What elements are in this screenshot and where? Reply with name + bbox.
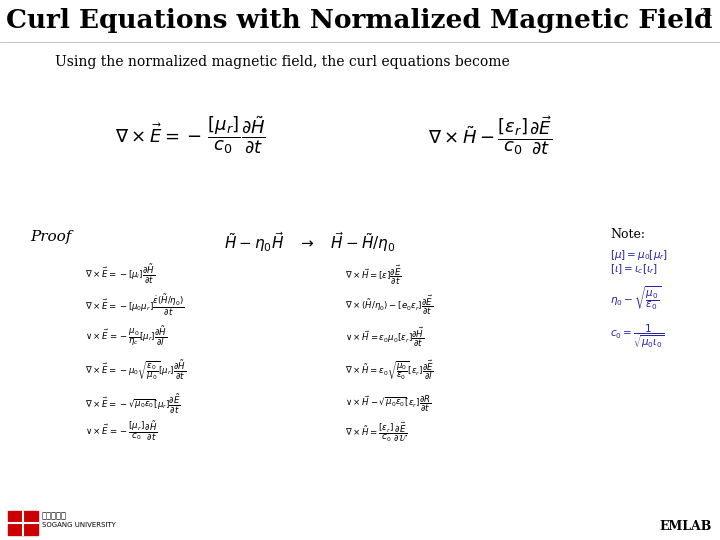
Text: 서강대학교: 서강대학교	[42, 511, 67, 520]
Text: EMLAB: EMLAB	[660, 520, 712, 533]
Text: $\vee \times \vec{E} = -\dfrac{[\mu_r]}{c_0}\dfrac{\partial \tilde{H}}{\partial : $\vee \times \vec{E} = -\dfrac{[\mu_r]}{…	[85, 420, 158, 443]
Text: $[\iota] = \iota_c[\iota_r]$: $[\iota] = \iota_c[\iota_r]$	[610, 262, 658, 276]
Text: $\nabla \times \tilde{H} - \dfrac{[\varepsilon_r]}{c_0}\dfrac{\partial \vec{E}}{: $\nabla \times \tilde{H} - \dfrac{[\vare…	[428, 114, 552, 156]
Text: $\nabla \times \tilde{H} = \dfrac{[\varepsilon_r]}{c_0}\dfrac{\partial \vec{E}}{: $\nabla \times \tilde{H} = \dfrac{[\vare…	[345, 420, 408, 444]
Text: Proof: Proof	[30, 230, 71, 244]
Text: $\eta_0 - \sqrt{\dfrac{\mu_0}{\varepsilon_0}}$: $\eta_0 - \sqrt{\dfrac{\mu_0}{\varepsilo…	[610, 284, 662, 312]
Text: $\nabla \times \vec{E} = -\,\dfrac{[\mu_r]}{c_0}\dfrac{\partial \tilde{H}}{\part: $\nabla \times \vec{E} = -\,\dfrac{[\mu_…	[114, 115, 266, 155]
Text: $\nabla \times \vec{E} = -\mu_0\sqrt{\dfrac{\varepsilon_0}{\mu_0}}[\mu_r]\dfrac{: $\nabla \times \vec{E} = -\mu_0\sqrt{\df…	[85, 358, 186, 382]
Text: $\vee \times \vec{E} = -\dfrac{\mu_0}{\eta_c}[\mu_r]\dfrac{\partial \tilde{H}}{\: $\vee \times \vec{E} = -\dfrac{\mu_0}{\e…	[85, 325, 167, 348]
Text: Using the normalized magnetic field, the curl equations become: Using the normalized magnetic field, the…	[55, 55, 510, 69]
Text: $\vee \times \vec{H} = \varepsilon_0\mu_0[\varepsilon_r]\dfrac{\partial \vec{H}}: $\vee \times \vec{H} = \varepsilon_0\mu_…	[345, 325, 424, 349]
Text: $\nabla \times \vec{E} = -\sqrt{\mu_0\varepsilon_0}[\mu_r]\dfrac{\partial \tilde: $\nabla \times \vec{E} = -\sqrt{\mu_0\va…	[85, 393, 181, 416]
Text: $c_0 = \dfrac{1}{\sqrt{\mu_0\iota_0}}$: $c_0 = \dfrac{1}{\sqrt{\mu_0\iota_0}}$	[610, 322, 665, 350]
Text: $\nabla \times \tilde{H} = \varepsilon_0\sqrt{\dfrac{\mu_0}{\varepsilon_0}}[\var: $\nabla \times \tilde{H} = \varepsilon_0…	[345, 358, 434, 382]
Text: $\nabla \times \vec{E} = -[\mu_i]\dfrac{\partial \tilde{H}}{\partial t}$: $\nabla \times \vec{E} = -[\mu_i]\dfrac{…	[85, 263, 155, 286]
Text: 21: 21	[700, 8, 714, 18]
Text: $\tilde{H} - \eta_0\vec{H} \quad \rightarrow \quad \vec{H} - \tilde{H}/\eta_0$: $\tilde{H} - \eta_0\vec{H} \quad \righta…	[224, 230, 396, 254]
Bar	[8, 511, 38, 535]
Text: $\nabla \times \vec{H} = [\varepsilon]\dfrac{\partial \vec{E}}{\partial t}$: $\nabla \times \vec{H} = [\varepsilon]\d…	[345, 263, 402, 287]
Text: $\vee \times \vec{H} - \sqrt{\mu_0\varepsilon_0}[\varepsilon_r]\dfrac{\partial R: $\vee \times \vec{H} - \sqrt{\mu_0\varep…	[345, 393, 431, 414]
Text: $\nabla \times \vec{E} = -[\mu_0\mu_r]\dfrac{\dot{\varepsilon}(\tilde{H}/\eta_0): $\nabla \times \vec{E} = -[\mu_0\mu_r]\d…	[85, 293, 185, 319]
Text: $[\mu] = \mu_0[\mu_r]$: $[\mu] = \mu_0[\mu_r]$	[610, 248, 668, 262]
Text: SOGANG UNIVERSITY: SOGANG UNIVERSITY	[42, 522, 116, 528]
Text: Note:: Note:	[610, 228, 645, 241]
Text: Curl Equations with Normalized Magnetic Field: Curl Equations with Normalized Magnetic …	[6, 8, 713, 33]
Text: $\nabla \times (\tilde{H}/\eta_0) - [e_0\varepsilon_r]\dfrac{\partial \vec{E}}{\: $\nabla \times (\tilde{H}/\eta_0) - [e_0…	[345, 293, 433, 317]
